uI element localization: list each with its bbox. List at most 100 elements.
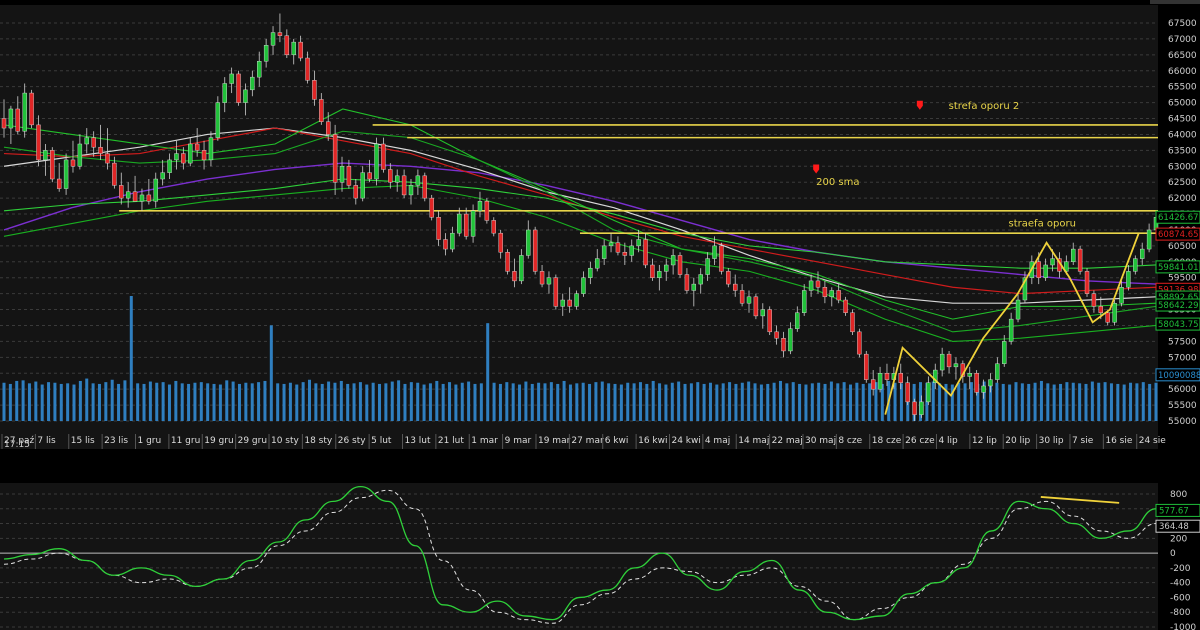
candle-body [457, 213, 462, 234]
volume-bar [212, 383, 216, 421]
volume-bar [619, 384, 623, 421]
date-tick: 5 lut [371, 436, 392, 446]
candle [712, 236, 717, 265]
volume-bar [594, 382, 598, 421]
price-label: 59841.01 [1158, 263, 1199, 273]
candle [1077, 245, 1083, 275]
candle [436, 210, 441, 246]
alert-marker-icon[interactable] [916, 100, 923, 110]
candle [519, 249, 524, 285]
main-grid [0, 22, 1158, 422]
divergence-line[interactable] [1040, 496, 1120, 504]
candle-body [870, 379, 876, 390]
volume-bar [880, 383, 884, 421]
volume-bar [339, 380, 343, 421]
price-label-box [1155, 210, 1200, 224]
volume-bar [874, 382, 878, 421]
alert-marker-icon[interactable] [813, 164, 820, 174]
volume-bar [397, 380, 401, 421]
candle [443, 233, 448, 256]
volume-bar [1020, 383, 1024, 421]
date-tick: 1 mar [471, 436, 498, 446]
date-tick: 4 lip [938, 436, 958, 446]
volume-bar [371, 382, 375, 421]
candle-body [967, 373, 972, 377]
volume-bar [931, 381, 935, 421]
candle [926, 376, 931, 406]
candle-body [670, 255, 676, 266]
candle-body [160, 172, 165, 180]
candle-body [677, 255, 683, 275]
volume-bar [562, 380, 566, 421]
candle-body [774, 331, 779, 339]
pattern-line [884, 232, 1140, 415]
candle [739, 284, 745, 307]
candle [312, 70, 317, 106]
series-line [3, 162, 1157, 285]
candle-body [719, 245, 724, 272]
volume-bar [110, 379, 114, 421]
candle [691, 277, 697, 307]
volume-bar [206, 383, 210, 421]
volume-bar [1008, 384, 1012, 421]
volume-bar [72, 384, 76, 421]
date-tick: 27 mar [571, 436, 604, 446]
candle-body [498, 232, 503, 253]
candle [512, 258, 517, 288]
candle [808, 274, 814, 297]
series-line [3, 108, 1157, 320]
price-tick: 62000 [1168, 194, 1197, 204]
annotation-text: straefa oporu [1009, 219, 1076, 230]
volume-bar [664, 384, 668, 421]
candle [532, 226, 538, 275]
candle-body [1043, 264, 1048, 278]
pattern-zigzag[interactable] [884, 232, 1140, 415]
candle-body [1071, 248, 1076, 262]
candle [339, 156, 345, 192]
volume-bar [346, 383, 350, 421]
candle [243, 83, 248, 116]
volume-bar [785, 383, 789, 421]
candle-body [1140, 248, 1145, 259]
candle [933, 363, 938, 390]
volume-bar [231, 381, 235, 421]
price-tick: 65500 [1168, 83, 1197, 93]
candle-body [167, 159, 172, 173]
candle-body [1105, 312, 1110, 323]
candle-body [1015, 299, 1021, 320]
candle [753, 293, 759, 320]
volume-bar [288, 382, 292, 421]
candle [353, 179, 359, 205]
time-label: 17:15 [4, 440, 30, 450]
scroll-indicator[interactable] [1150, 0, 1200, 4]
candle-body [208, 137, 214, 161]
candle-body [1126, 271, 1131, 288]
volume-bar [460, 382, 464, 421]
candle [1133, 255, 1138, 275]
date-tick: 30 maj [805, 436, 836, 446]
candle-body [91, 137, 96, 148]
candle [188, 137, 193, 167]
candle [463, 207, 469, 240]
candle-body [174, 153, 179, 161]
candle [650, 258, 655, 281]
volume-bar [791, 382, 795, 421]
candle-body [546, 277, 552, 285]
candle-body [319, 99, 324, 122]
volume-bar [613, 383, 617, 421]
candle [801, 284, 807, 316]
candle-body [305, 57, 310, 81]
candle [1015, 293, 1021, 323]
volume-bar [282, 383, 286, 421]
candle [319, 93, 324, 125]
series-line [3, 127, 1157, 304]
date-tick: 26 sty [338, 436, 367, 446]
candle [657, 264, 662, 291]
volume-bar [416, 382, 420, 421]
price-tick: 66500 [1168, 51, 1197, 61]
volume-bar [365, 384, 369, 421]
volume-bar [1122, 384, 1126, 421]
candle [160, 159, 165, 186]
candle-body [257, 61, 262, 78]
candle [526, 220, 531, 259]
